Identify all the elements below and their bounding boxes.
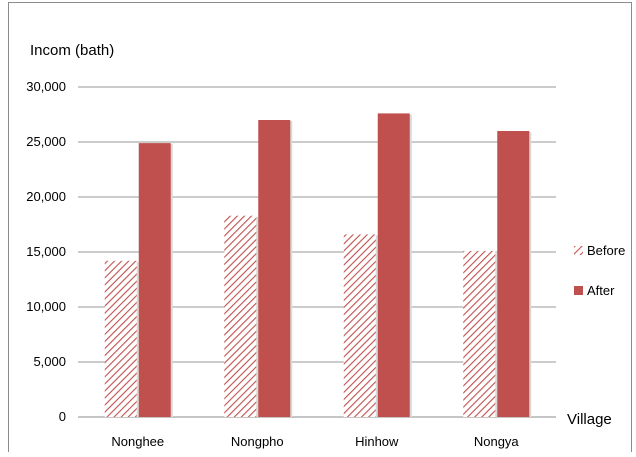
x-tick-label: Hinhow (355, 434, 399, 449)
x-tick-label: Nonghee (111, 434, 164, 449)
bar-before-nonghee (104, 260, 137, 417)
y-tick-label: 25,000 (26, 134, 66, 149)
legend-swatch-after (574, 286, 583, 295)
bar-after-hinhow (377, 113, 410, 418)
legend-swatch-before (574, 246, 583, 255)
y-axis-label: Incom (bath) (30, 42, 114, 59)
y-tick-label: 0 (59, 409, 66, 424)
bar-after-nongya (497, 131, 530, 417)
y-tick-label: 30,000 (26, 79, 66, 94)
x-tick-label: Nongya (474, 434, 520, 449)
x-tick-label: Nongpho (231, 434, 284, 449)
x-axis-label: Village (567, 411, 612, 428)
y-tick-label: 20,000 (26, 189, 66, 204)
y-tick-label: 10,000 (26, 299, 66, 314)
legend-label-before: Before (587, 243, 625, 258)
legend-label-after: After (587, 283, 615, 298)
chart-frame (8, 2, 632, 452)
bar-after-nonghee (138, 143, 171, 417)
bar-before-hinhow (343, 234, 376, 417)
y-tick-label: 15,000 (26, 244, 66, 259)
y-tick-label: 5,000 (33, 354, 66, 369)
bar-after-nongpho (258, 120, 291, 417)
bar-before-nongya (463, 250, 496, 417)
bar-before-nongpho (224, 215, 257, 417)
